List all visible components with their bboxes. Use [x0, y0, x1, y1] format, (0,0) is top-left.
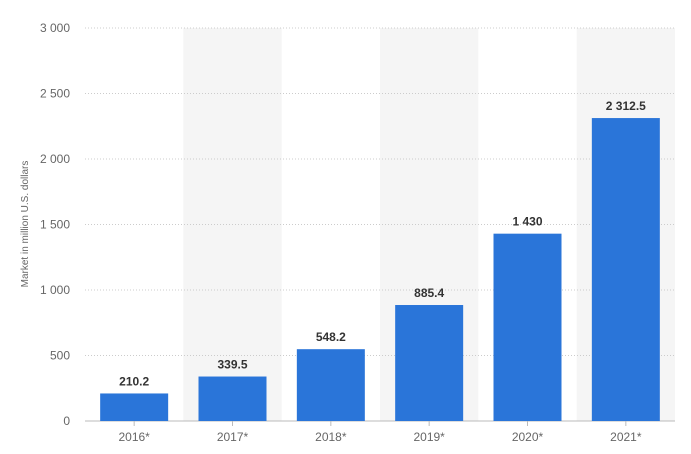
bar	[395, 305, 464, 421]
x-axis-ticks: 2016* 2017* 2018* 2019* 2020* 2021*	[118, 421, 642, 444]
x-tick-label: 2021*	[610, 430, 642, 444]
data-labels: 210.2 339.5 548.2 885.4 1 430 2 312.5	[119, 99, 646, 388]
y-tick-label: 0	[63, 414, 70, 428]
x-tick-label: 2016*	[118, 430, 150, 444]
data-label: 1 430	[512, 215, 542, 229]
data-label: 339.5	[217, 358, 247, 372]
data-label: 885.4	[414, 286, 444, 300]
bar	[591, 118, 660, 421]
y-tick-label: 1 500	[40, 218, 70, 232]
x-tick-label: 2017*	[217, 430, 249, 444]
y-tick-label: 2 000	[40, 152, 70, 166]
x-tick-label: 2019*	[413, 430, 445, 444]
y-axis-title: Market in million U.S. dollars	[20, 161, 31, 288]
bar	[198, 376, 267, 421]
bars	[100, 118, 660, 421]
data-label: 210.2	[119, 374, 149, 388]
bar	[100, 393, 169, 421]
y-tick-label: 1 000	[40, 283, 70, 297]
bar	[493, 233, 562, 421]
data-label: 2 312.5	[606, 99, 646, 113]
y-tick-label: 3 000	[40, 21, 70, 35]
x-tick-label: 2018*	[315, 430, 347, 444]
y-axis-ticks: 0 500 1 000 1 500 2 000 2 500 3 000	[40, 21, 70, 428]
bar	[296, 349, 365, 421]
y-tick-label: 500	[50, 349, 70, 363]
data-label: 548.2	[316, 330, 346, 344]
x-tick-label: 2020*	[512, 430, 544, 444]
y-tick-label: 2 500	[40, 87, 70, 101]
gridlines	[85, 27, 675, 422]
